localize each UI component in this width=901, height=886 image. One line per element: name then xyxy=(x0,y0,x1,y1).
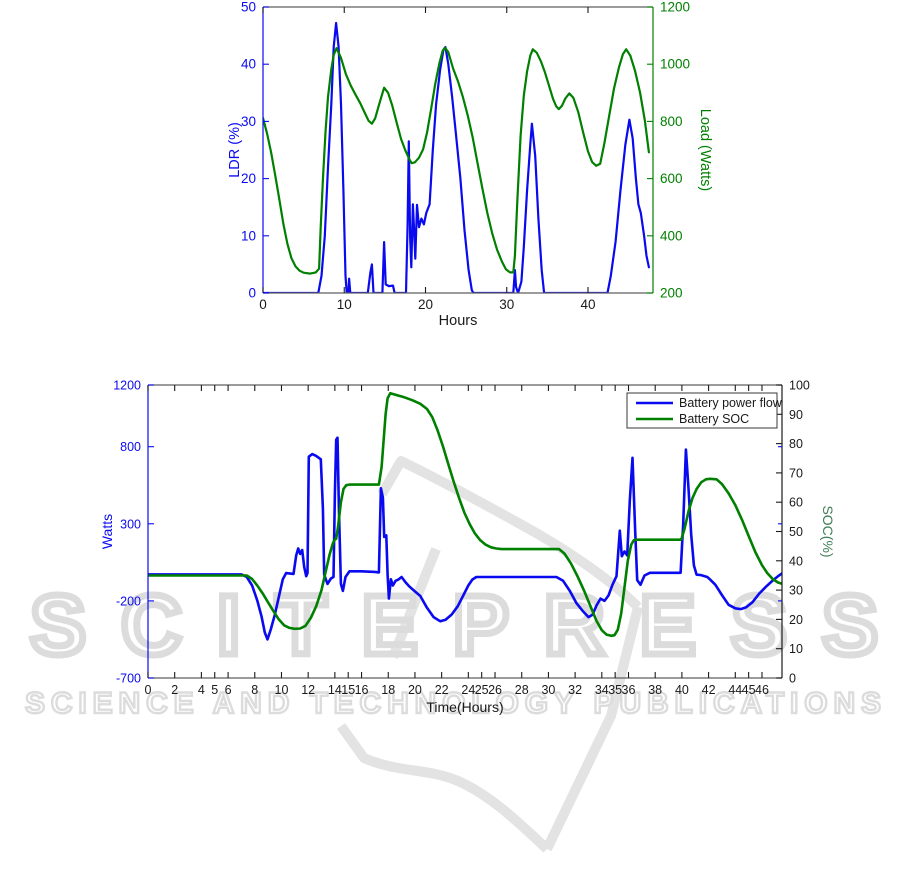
y-left-axis-title: Watts xyxy=(99,514,115,549)
x-tick-label: 15 xyxy=(341,683,355,697)
y-left-tick-label: -700 xyxy=(116,672,141,686)
y-right-tick-label: 60 xyxy=(789,496,803,510)
x-tick-label: 25 xyxy=(475,683,489,697)
legend-label: Battery power flow xyxy=(679,396,783,410)
x-tick-label: 42 xyxy=(702,683,716,697)
x-tick-label: 35 xyxy=(608,683,622,697)
x-tick-label: 5 xyxy=(211,683,218,697)
x-tick-label: 20 xyxy=(408,683,422,697)
y-right-tick-label: 50 xyxy=(789,525,803,539)
x-tick-label: 22 xyxy=(435,683,449,697)
watermark-brand-text: SCITEPRESS xyxy=(30,578,878,672)
y-left-tick-label: 40 xyxy=(241,57,256,72)
y-right-tick-label: 400 xyxy=(660,228,683,243)
y-left-tick-label: 800 xyxy=(120,440,141,454)
series-line-battery-soc xyxy=(148,391,782,638)
y-right-tick-label: 600 xyxy=(660,171,683,186)
y-right-tick-label: 10 xyxy=(789,642,803,656)
swoosh-right-edge-path xyxy=(542,605,643,852)
series-line-ldr xyxy=(263,21,651,293)
y-right-tick-label: 20 xyxy=(789,613,803,627)
y-right-tick-label: 0 xyxy=(789,672,796,686)
x-tick-label: 2 xyxy=(171,683,178,697)
swoosh-facet-path xyxy=(388,547,441,659)
x-axis-title: Hours xyxy=(439,313,478,329)
x-tick-label: 46 xyxy=(755,683,769,697)
x-tick-label: 20 xyxy=(418,297,433,312)
y-left-tick-label: 10 xyxy=(241,228,256,243)
y-left-tick-label: 1200 xyxy=(113,379,141,393)
x-tick-label: 40 xyxy=(675,683,689,697)
x-tick-label: 8 xyxy=(251,683,258,697)
legend-label: Battery SOC xyxy=(679,412,749,426)
y-right-tick-label: 30 xyxy=(789,584,803,598)
x-tick-label: 30 xyxy=(499,297,514,312)
x-tick-label: 16 xyxy=(355,683,369,697)
x-tick-label: 36 xyxy=(622,683,636,697)
swoosh-tent-path xyxy=(377,456,642,611)
x-tick-label: 32 xyxy=(568,683,582,697)
x-tick-label: 0 xyxy=(145,683,152,697)
x-tick-label: 26 xyxy=(488,683,502,697)
x-tick-label: 40 xyxy=(580,297,595,312)
x-tick-label: 10 xyxy=(337,297,352,312)
y-left-tick-label: 50 xyxy=(241,0,256,15)
x-tick-label: 34 xyxy=(595,683,609,697)
y-right-tick-label: 800 xyxy=(660,114,683,129)
series-line-load xyxy=(263,46,651,275)
y-right-tick-label: 1000 xyxy=(660,57,690,72)
y-right-tick-label: 90 xyxy=(789,408,803,422)
y-right-tick-label: 70 xyxy=(789,466,803,480)
y-right-axis-title: Load (Watts) xyxy=(697,109,713,191)
series-line-battery-power-flow xyxy=(148,436,782,641)
x-tick-label: 24 xyxy=(461,683,475,697)
legend-box xyxy=(626,392,778,429)
x-tick-label: 30 xyxy=(541,683,555,697)
x-tick-label: 44 xyxy=(728,683,742,697)
x-tick-label: 12 xyxy=(301,683,315,697)
x-tick-label: 0 xyxy=(259,297,267,312)
y-left-tick-label: 20 xyxy=(241,171,256,186)
y-left-tick-label: 300 xyxy=(120,517,141,531)
y-right-tick-label: 40 xyxy=(789,554,803,568)
y-right-tick-label: 80 xyxy=(789,437,803,451)
y-right-tick-label: 200 xyxy=(660,286,683,301)
x-tick-label: 38 xyxy=(648,683,662,697)
y-right-tick-label: 100 xyxy=(789,379,810,393)
x-tick-label: 6 xyxy=(225,683,232,697)
y-left-tick-label: 0 xyxy=(248,286,256,301)
x-tick-label: 18 xyxy=(381,683,395,697)
watermark-logo-swoosh xyxy=(336,456,643,853)
legend: Battery power flow Battery SOC xyxy=(626,392,783,429)
x-tick-label: 10 xyxy=(275,683,289,697)
x-tick-label: 28 xyxy=(515,683,529,697)
x-axis-title: Time(Hours) xyxy=(426,699,503,715)
y-right-axis-title: SOC(%) xyxy=(820,505,836,557)
top-chart: 0 10 20 30 400102030405020040060080010001200… xyxy=(227,0,713,329)
series-group xyxy=(148,391,782,641)
series-group xyxy=(263,21,651,293)
x-tick-label: 4 xyxy=(198,683,205,697)
y-left-tick-label: 30 xyxy=(241,114,256,129)
y-right-tick-label: 1200 xyxy=(660,0,690,15)
x-tick-label: 45 xyxy=(742,683,756,697)
swoosh-wave-path xyxy=(336,723,551,853)
bottom-chart: 0 2 4 5 6 8 10 12 14 15 16 18 20 22 24 25 26 28 30 32 34 35 36… xyxy=(99,379,836,716)
y-left-axis-title: LDR (%) xyxy=(227,122,243,178)
y-left-tick-label: -200 xyxy=(116,594,141,608)
x-tick-label: 14 xyxy=(328,683,342,697)
